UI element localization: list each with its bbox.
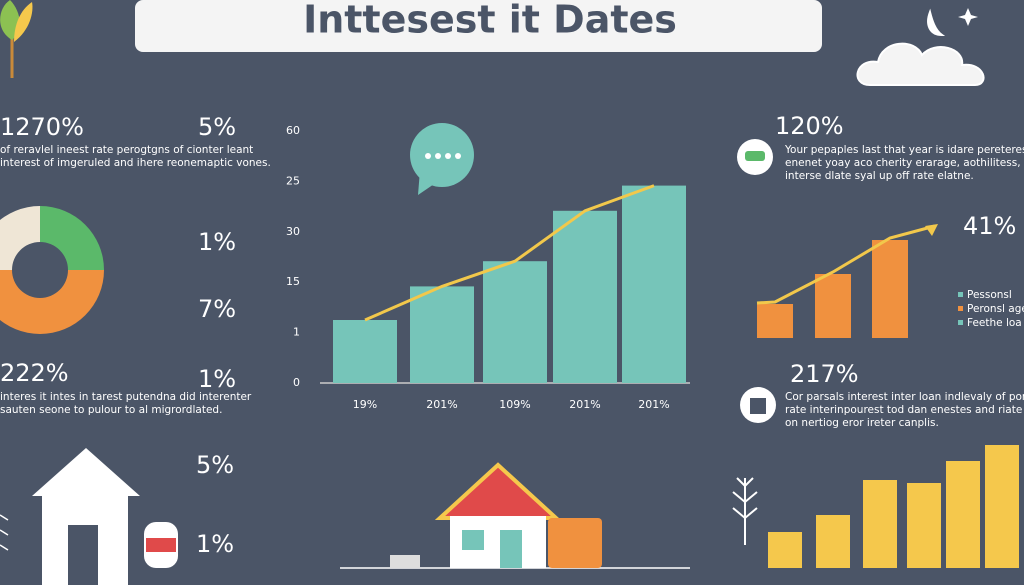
x-tick-label: 109% (499, 398, 530, 411)
y-tick-label: 25 (286, 174, 300, 187)
desc: interes it intes in tarest putendna did … (0, 391, 252, 403)
bar (815, 274, 851, 338)
bar (907, 483, 941, 568)
bar (768, 532, 802, 568)
y-tick-label: 0 (293, 376, 300, 389)
cloud-icon (856, 8, 985, 86)
bar (333, 320, 397, 383)
tree-icon (732, 477, 758, 545)
bar (946, 461, 980, 568)
title-banner (135, 0, 822, 52)
donut-slice (0, 206, 40, 270)
stat: 1% (196, 530, 234, 558)
stat: 1270% (0, 113, 84, 141)
desc: rate interinpourest tod dan enestes and … (785, 404, 1024, 416)
x-tick-label: 201% (569, 398, 600, 411)
stat: 120% (775, 112, 844, 140)
legend-label: Feethe loa (967, 317, 1022, 329)
stat: 5% (198, 113, 236, 141)
trend-line (364, 184, 655, 322)
desc: Your pepaples last that year is idare pe… (784, 144, 1024, 156)
y-tick-label: 60 (286, 124, 300, 137)
desc: enenet yoay aco cherity erarage, aothili… (785, 157, 1024, 169)
legend-swatch (958, 306, 963, 311)
bar (863, 480, 897, 568)
bar (622, 185, 686, 383)
legend-label: Pessonsl (967, 289, 1012, 301)
y-tick-label: 30 (286, 225, 300, 238)
desc: interest of imgeruled and ihere reonemap… (0, 157, 271, 169)
stat: 222% (0, 359, 69, 387)
wave-icon (0, 514, 9, 551)
bar (410, 286, 474, 383)
y-tick-label: 15 (286, 275, 300, 288)
x-tick-label: 19% (353, 398, 377, 411)
stat: 5% (196, 451, 234, 479)
house-icon (32, 448, 178, 585)
x-tick-label: 201% (426, 398, 457, 411)
arrow-head (925, 224, 938, 236)
bar (483, 261, 547, 383)
donut-slice (0, 270, 104, 334)
bar (872, 240, 908, 338)
house-icon (340, 462, 690, 569)
desc: on nertiog eror ireter canplis. (785, 417, 939, 429)
donut-slice (40, 206, 104, 270)
stat: 1% (198, 365, 236, 393)
title: Inttesest it Dates (303, 0, 677, 42)
stat: 41% (963, 212, 1016, 240)
car-icon (745, 151, 765, 161)
legend-label: Peronsl age (967, 303, 1024, 315)
stat: 217% (790, 360, 859, 388)
money-icon (750, 398, 766, 414)
x-tick-label: 201% (638, 398, 669, 411)
bar (553, 210, 617, 383)
trend-line (756, 224, 936, 305)
legend-swatch (958, 292, 963, 297)
y-tick-label: 1 (293, 326, 300, 339)
stat: 7% (198, 295, 236, 323)
legend-swatch (958, 320, 963, 325)
desc: interse dlate syal up off rate elatne. (785, 170, 974, 182)
bar (816, 515, 850, 568)
leaf-icon (0, 0, 33, 78)
bar (985, 445, 1019, 568)
desc: Cor parsals interest inter loan indleval… (785, 391, 1024, 403)
speech-icon (410, 123, 474, 195)
desc: sauten seone to pulour to al migrordlate… (0, 404, 222, 416)
stat: 1% (198, 228, 236, 256)
desc: of reravlel ineest rate perogtgns of cio… (0, 144, 253, 156)
bar (757, 304, 793, 338)
